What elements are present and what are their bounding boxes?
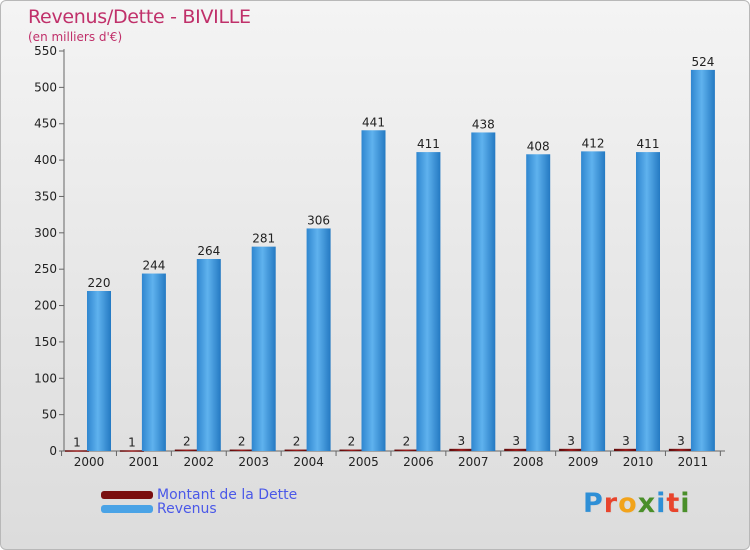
data-label-dette: 3 <box>457 434 465 448</box>
data-label-revenus: 281 <box>252 232 275 246</box>
data-label-revenus: 411 <box>417 137 440 151</box>
y-tick-label: 500 <box>34 80 57 94</box>
bar-dette <box>229 449 254 452</box>
y-tick-label: 300 <box>34 226 57 240</box>
logo-letter: o <box>618 488 638 519</box>
data-label-dette: 3 <box>677 434 685 448</box>
bar-dette <box>449 448 474 451</box>
bar-dette <box>559 448 584 451</box>
bar-revenus <box>690 69 715 451</box>
x-tick-label: 2006 <box>403 455 434 469</box>
x-tick-label: 2000 <box>74 455 105 469</box>
y-axis: 0 50 100 150 200 250 300 350 400 450 500 550 <box>34 44 65 458</box>
bar-dette <box>284 449 309 452</box>
chart-title: Revenus/Dette - BIVILLE <box>28 6 251 28</box>
chart-subtitle: (en milliers d'€) <box>28 30 123 44</box>
bar-revenus <box>581 151 606 451</box>
data-label-dette: 2 <box>183 435 191 449</box>
bar-revenus <box>87 291 111 451</box>
data-label-revenus: 438 <box>472 117 495 131</box>
bar-revenus <box>526 154 551 452</box>
bar-dette <box>614 448 638 451</box>
data-label-revenus: 306 <box>307 213 330 227</box>
data-label-revenus: 412 <box>582 136 605 150</box>
legend-item-dette: Montant de la Dette <box>101 487 297 503</box>
logo-letter: i <box>656 488 667 519</box>
legend-label-dette: Montant de la Dette <box>157 487 298 503</box>
logo-letter: x <box>637 488 657 519</box>
y-tick-label: 0 <box>49 444 57 458</box>
x-axis: 2000 2001 2002 2003 2004 2005 2006 2007 2008 2009… <box>61 450 725 469</box>
legend-swatch-dette <box>101 491 153 499</box>
bar-dette <box>119 450 144 452</box>
bar-revenus <box>306 228 331 451</box>
logo-letter: r <box>603 488 619 519</box>
logo-letter: t <box>666 488 681 519</box>
bar-revenus <box>416 152 441 451</box>
logo-letter: P <box>583 488 604 519</box>
data-label-revenus: 441 <box>362 115 385 129</box>
logo-letter: i <box>680 488 691 519</box>
y-tick-label: 550 <box>34 44 57 58</box>
y-tick-label: 100 <box>34 371 57 385</box>
data-label-revenus: 264 <box>197 244 220 258</box>
x-tick-label: 2001 <box>129 455 160 469</box>
x-tick-label: 2009 <box>568 455 599 469</box>
y-tick-label: 450 <box>34 117 57 131</box>
bar-revenus <box>636 152 660 451</box>
data-label-dette: 3 <box>512 434 520 448</box>
legend-label-revenus: Revenus <box>157 501 217 517</box>
bar-revenus <box>361 130 386 452</box>
bar-dette <box>65 450 89 452</box>
bar-dette <box>339 449 364 452</box>
x-tick-label: 2005 <box>348 455 379 469</box>
y-tick-label: 50 <box>42 408 57 422</box>
x-tick-label: 2008 <box>513 455 544 469</box>
y-tick-label: 350 <box>34 189 57 203</box>
bar-revenus <box>471 132 496 452</box>
data-labels-group: 1 220 1 244 2 264 2 281 2 306 2 441 2 411 3 438 3 408 3 412… <box>73 55 714 449</box>
bar-revenus <box>251 246 276 451</box>
bar-revenus <box>141 273 166 451</box>
data-label-revenus: 411 <box>637 137 660 151</box>
x-tick-label: 2010 <box>623 455 654 469</box>
data-label-dette: 2 <box>238 435 246 449</box>
data-label-dette: 1 <box>128 435 136 449</box>
legend-item-revenus: Revenus <box>101 501 217 517</box>
legend-swatch-revenus <box>101 505 153 513</box>
y-tick-label: 400 <box>34 153 57 167</box>
data-label-dette: 2 <box>293 435 301 449</box>
proxiti-logo: Proxiti <box>583 488 691 519</box>
data-label-dette: 2 <box>348 435 356 449</box>
data-label-dette: 3 <box>622 434 630 448</box>
data-label-revenus: 220 <box>88 276 111 290</box>
data-label-revenus: 408 <box>527 139 550 153</box>
bars-group <box>65 69 715 452</box>
data-label-dette: 3 <box>567 434 575 448</box>
x-tick-label: 2004 <box>293 455 324 469</box>
data-label-revenus: 244 <box>142 259 165 273</box>
y-tick-label: 200 <box>34 299 57 313</box>
bar-dette <box>668 448 693 451</box>
x-tick-label: 2002 <box>184 455 215 469</box>
bar-revenus <box>196 259 221 451</box>
x-tick-label: 2007 <box>458 455 489 469</box>
bar-dette <box>174 449 199 452</box>
data-label-dette: 2 <box>403 435 411 449</box>
data-label-revenus: 524 <box>691 55 714 69</box>
y-tick-label: 150 <box>34 335 57 349</box>
x-tick-label: 2011 <box>678 455 709 469</box>
x-tick-label: 2003 <box>238 455 269 469</box>
bar-dette <box>394 449 419 452</box>
y-tick-label: 250 <box>34 262 57 276</box>
data-label-dette: 1 <box>73 435 81 449</box>
bar-dette <box>504 448 529 451</box>
